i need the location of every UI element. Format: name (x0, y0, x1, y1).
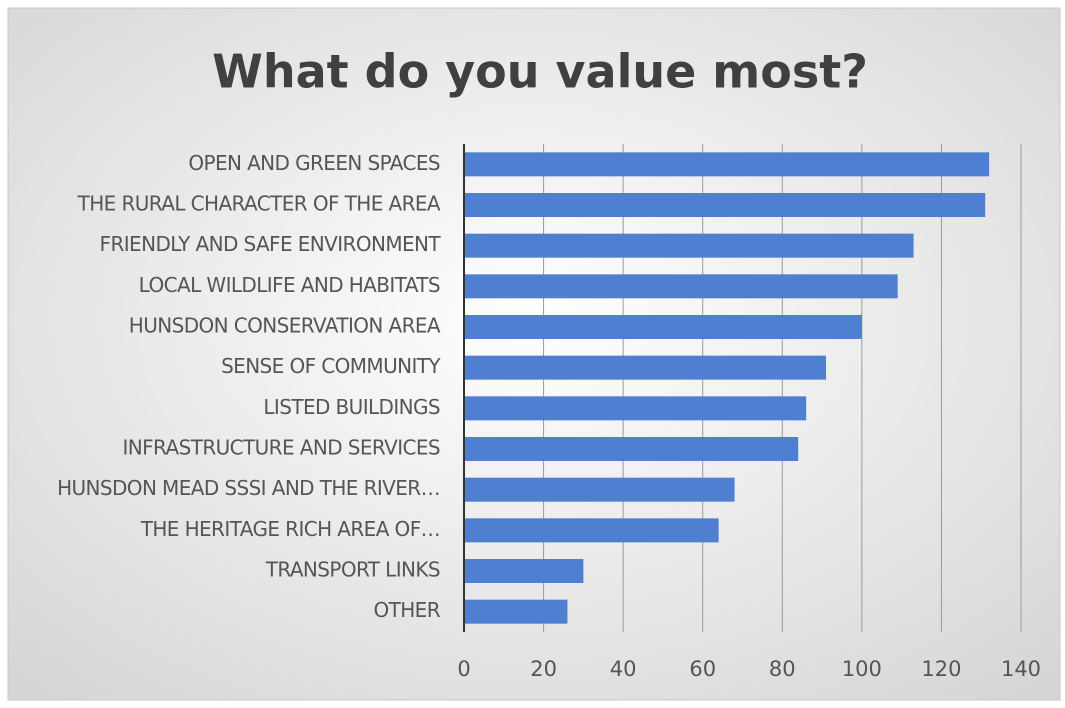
bar (464, 355, 827, 380)
y-tick-label: THE HERITAGE RICH AREA OF… (140, 517, 440, 541)
x-tick-label: 20 (530, 657, 557, 681)
bar (464, 315, 862, 339)
x-tick-label: 40 (610, 657, 637, 681)
y-tick-label: OTHER (373, 598, 440, 622)
bar (464, 599, 568, 624)
x-tick-label: 120 (921, 657, 961, 681)
bar (464, 559, 584, 583)
x-tick-label: 140 (1001, 657, 1041, 681)
bar (464, 193, 986, 217)
y-tick-label: FRIENDLY AND SAFE ENVIRONMENT (100, 232, 442, 256)
y-tick-label: SENSE OF COMMUNITY (221, 354, 441, 378)
bar (464, 233, 914, 258)
chart-background (7, 7, 1061, 701)
y-tick-label: INFRASTRUCTURE AND SERVICES (122, 436, 440, 460)
bar (464, 396, 807, 421)
y-tick-label: THE RURAL CHARACTER OF THE AREA (77, 192, 441, 216)
bar (464, 152, 990, 177)
bar (464, 477, 735, 502)
bar (464, 518, 719, 543)
y-tick-label: HUNSDON CONSERVATION AREA (129, 314, 441, 338)
y-tick-label: TRANSPORT LINKS (265, 558, 440, 582)
chart-title: What do you value most? (212, 45, 868, 99)
y-tick-label: HUNSDON MEAD SSSI AND THE RIVER… (57, 476, 440, 500)
x-tick-label: 0 (457, 657, 470, 681)
bar (464, 274, 898, 299)
y-tick-label: OPEN AND GREEN SPACES (188, 151, 440, 175)
y-tick-label: LOCAL WILDLIFE AND HABITATS (139, 273, 440, 297)
y-tick-label: LISTED BUILDINGS (263, 395, 440, 419)
x-tick-label: 100 (842, 657, 882, 681)
x-tick-label: 80 (769, 657, 796, 681)
bar (464, 437, 799, 461)
x-tick-label: 60 (689, 657, 716, 681)
